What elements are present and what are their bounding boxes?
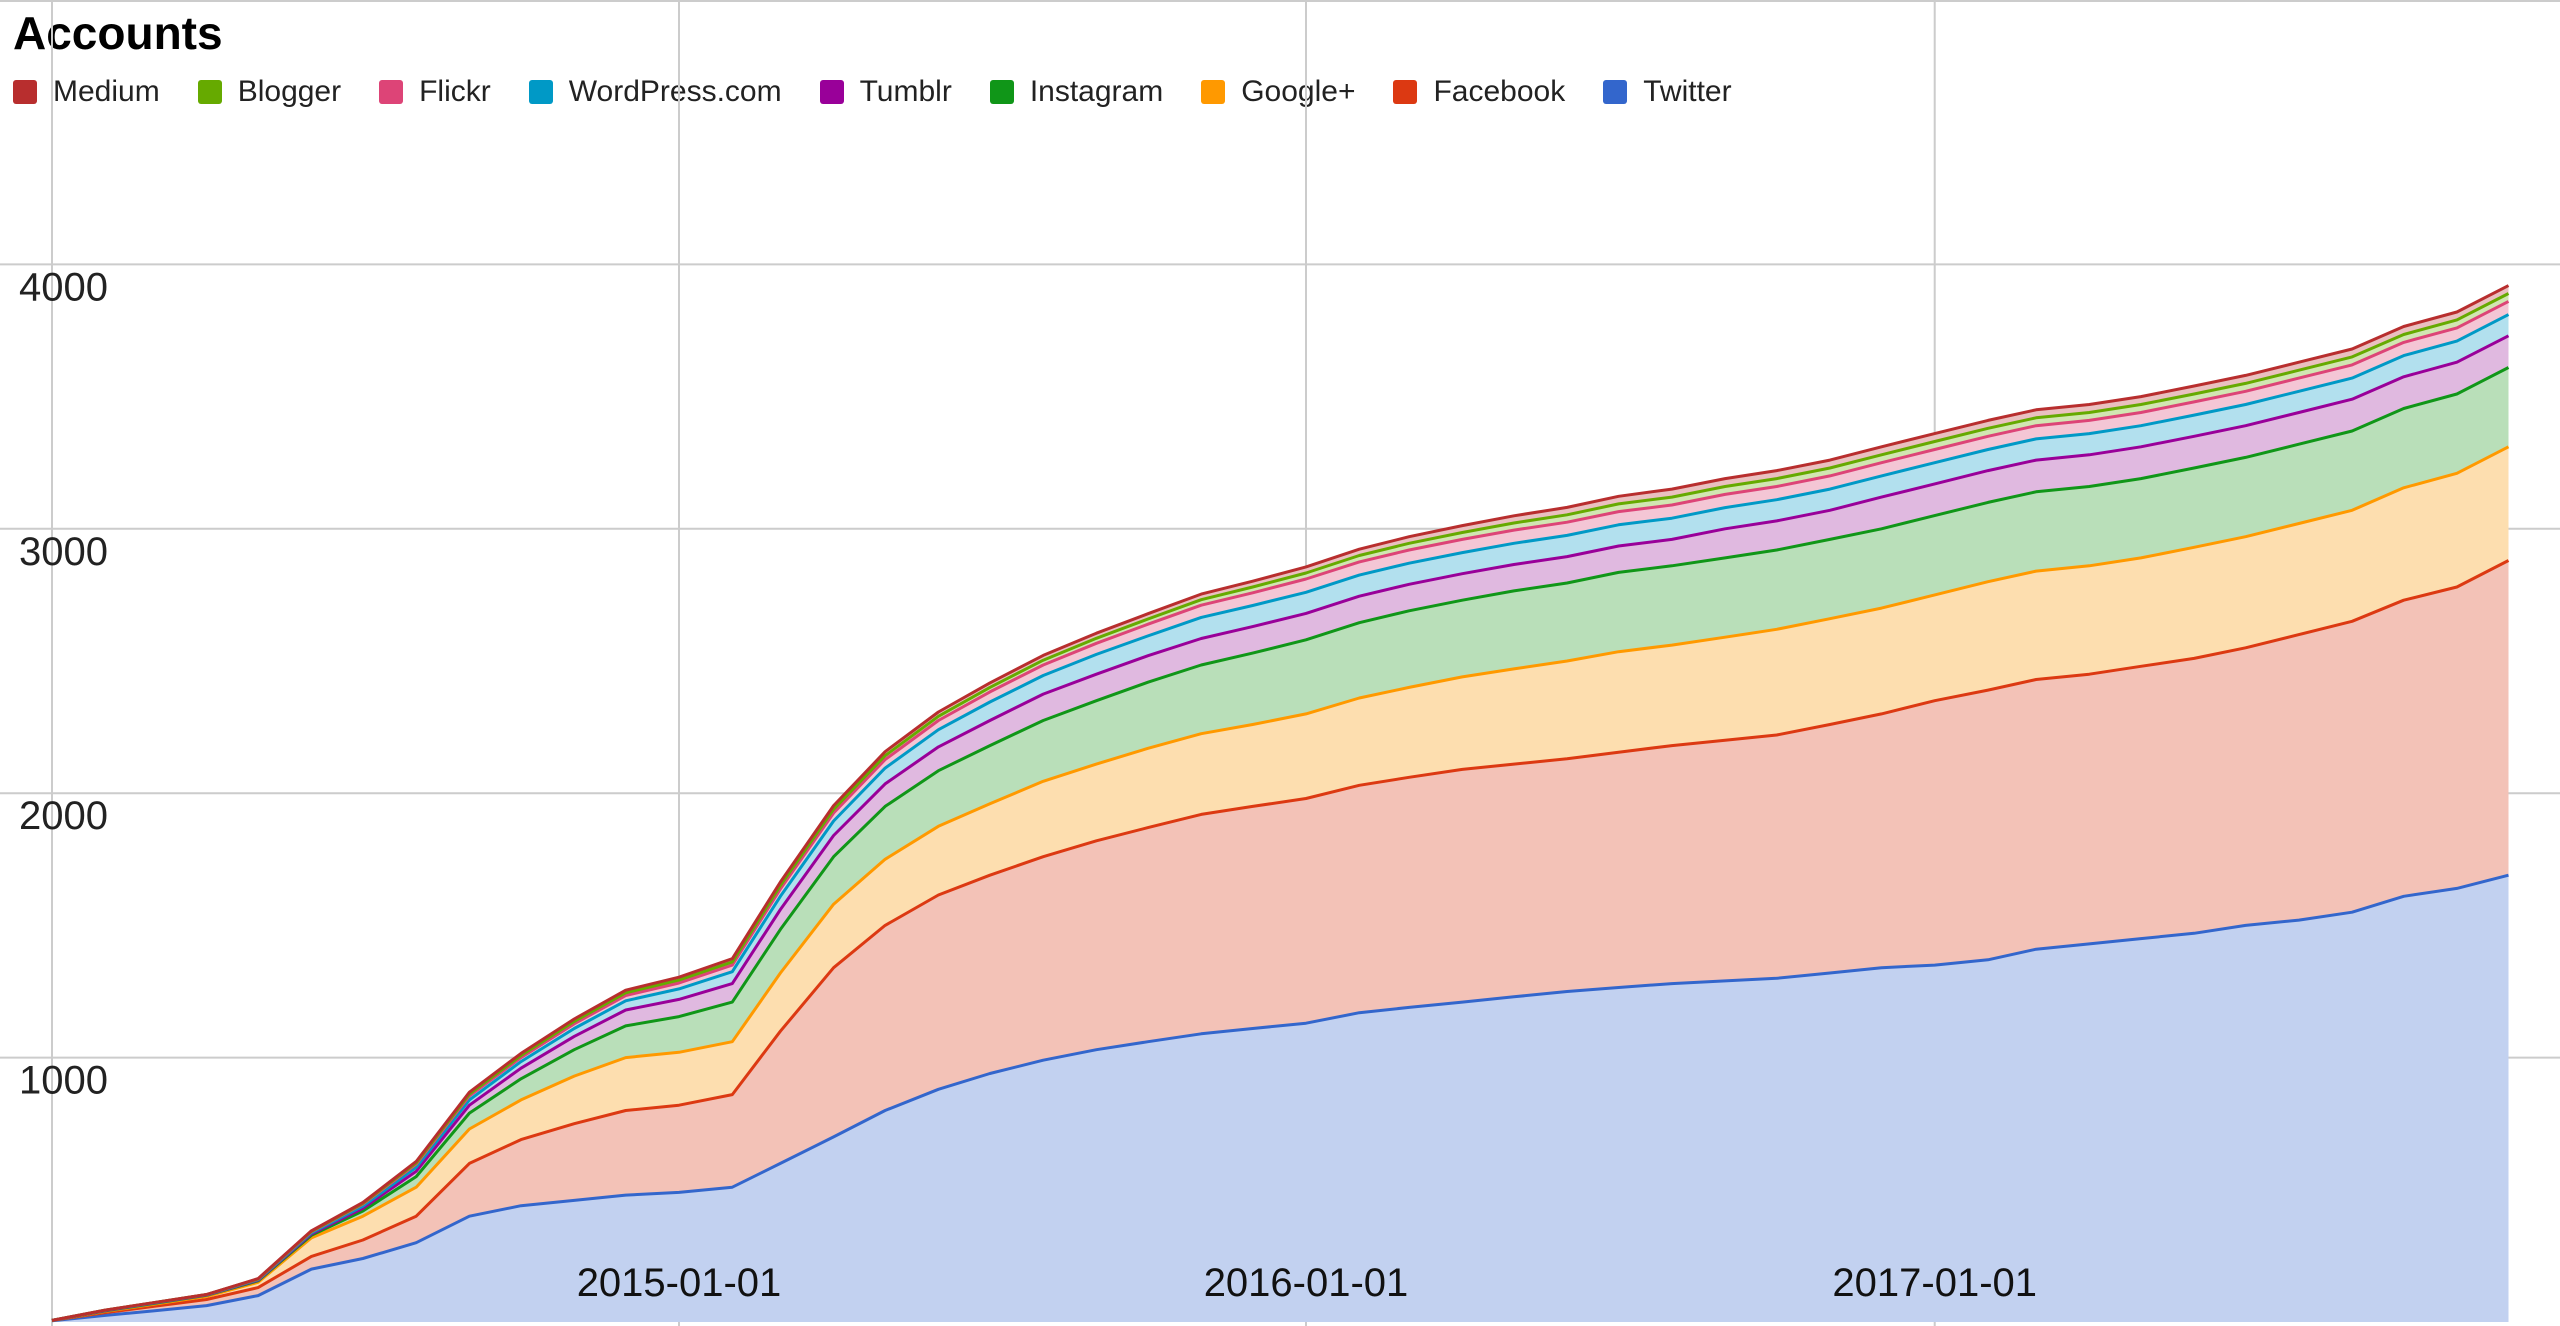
line-tumblr[interactable] bbox=[51, 334, 2510, 1322]
area-facebook[interactable] bbox=[52, 560, 2509, 1321]
series-lines bbox=[51, 284, 2510, 1323]
legend-item-blogger[interactable]: Blogger bbox=[197, 75, 342, 109]
legend-label: Instagram bbox=[1029, 75, 1164, 108]
legend-item-facebook[interactable]: Facebook bbox=[1393, 75, 1565, 109]
legend-swatch bbox=[1201, 80, 1226, 104]
legend-label: Blogger bbox=[237, 75, 342, 108]
line-twitter[interactable] bbox=[51, 873, 2509, 1323]
y-tick-label: 4000 bbox=[19, 265, 108, 309]
line-google-[interactable] bbox=[51, 445, 2510, 1322]
legend-label: Flickr bbox=[419, 75, 491, 108]
x-tick-label: 2017-01-01 bbox=[1832, 1261, 2037, 1305]
x-tick-label: 2015-01-01 bbox=[577, 1261, 782, 1305]
line-instagram[interactable] bbox=[51, 366, 2510, 1322]
legend-label: Google+ bbox=[1241, 75, 1356, 108]
legend-swatch bbox=[1393, 80, 1418, 104]
legend-swatch bbox=[379, 80, 404, 104]
legend: Medium Blogger Flickr WordPress.com Tumblr In… bbox=[13, 72, 1770, 112]
legend-label: WordPress.com bbox=[568, 75, 782, 108]
area-instagram[interactable] bbox=[52, 367, 2509, 1321]
area-tumblr[interactable] bbox=[52, 335, 2509, 1321]
x-axis-labels: 2015-01-01 2016-01-01 2017-01-01 bbox=[577, 1261, 2037, 1305]
x-tick-label: 2016-01-01 bbox=[1204, 1261, 1409, 1305]
legend-item-instagram[interactable]: Instagram bbox=[989, 75, 1164, 109]
legend-item-twitter[interactable]: Twitter bbox=[1603, 75, 1732, 109]
legend-swatch bbox=[1603, 80, 1628, 104]
area-wordpress-com[interactable] bbox=[52, 314, 2509, 1321]
legend-item-wordpress-com[interactable]: WordPress.com bbox=[528, 75, 782, 109]
y-axis-labels: 1000 2000 3000 4000 bbox=[19, 265, 108, 1102]
legend-item-google-[interactable]: Google+ bbox=[1201, 75, 1355, 109]
legend-swatch bbox=[197, 80, 222, 104]
chart-title: Accounts bbox=[13, 7, 223, 59]
y-tick-label: 2000 bbox=[19, 794, 108, 838]
line-facebook[interactable] bbox=[51, 559, 2510, 1322]
area-google-[interactable] bbox=[52, 446, 2509, 1321]
line-medium[interactable] bbox=[51, 284, 2510, 1322]
legend-label: Facebook bbox=[1433, 75, 1566, 108]
line-wordpress-com[interactable] bbox=[51, 313, 2510, 1322]
legend-item-medium[interactable]: Medium bbox=[13, 75, 160, 109]
legend-swatch bbox=[13, 80, 37, 104]
legend-label: Medium bbox=[53, 75, 160, 108]
y-tick-label: 1000 bbox=[19, 1059, 108, 1103]
legend-swatch bbox=[989, 80, 1014, 104]
legend-label: Tumblr bbox=[859, 75, 952, 108]
legend-item-flickr[interactable]: Flickr bbox=[379, 75, 491, 109]
legend-swatch bbox=[819, 80, 844, 104]
area-twitter[interactable] bbox=[52, 875, 2509, 1322]
legend-label: Twitter bbox=[1643, 75, 1732, 108]
y-tick-label: 3000 bbox=[19, 530, 108, 574]
series-areas bbox=[52, 285, 2509, 1322]
legend-swatch bbox=[528, 80, 553, 104]
legend-item-tumblr[interactable]: Tumblr bbox=[819, 75, 952, 109]
